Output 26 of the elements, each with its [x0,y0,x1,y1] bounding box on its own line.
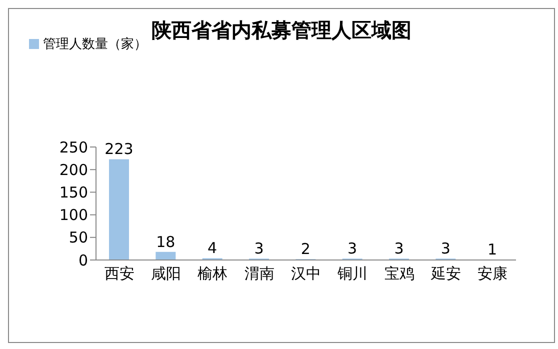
data-label: 3 [348,240,358,258]
x-tick-label: 宝鸡 [384,264,414,283]
data-label: 3 [254,240,264,258]
data-label: 4 [208,239,218,258]
data-label: 2 [300,240,310,258]
x-tick-label: 渭南 [244,264,274,283]
x-tick-label: 延安 [430,264,461,283]
chart-title: 陕西省省内私募管理人区域图 [152,18,412,42]
x-tick-label: 榆林 [198,264,228,283]
y-tick-label: 0 [78,251,88,270]
x-tick-label: 铜川 [336,264,368,283]
data-label: 18 [156,232,176,251]
legend-label: 管理人数量（家） [43,37,147,52]
x-tick-label: 咸阳 [151,264,181,283]
data-label: 3 [440,240,450,258]
x-tick-label: 汉中 [291,264,321,283]
y-tick-label: 200 [59,160,88,179]
y-tick-label: 50 [68,228,88,247]
x-tick-label: 安康 [478,264,508,283]
data-label: 3 [394,240,404,258]
y-tick-label: 250 [59,138,88,156]
y-tick-label: 100 [59,206,88,224]
data-label: 223 [104,140,134,158]
x-tick-label: 西安 [104,264,134,283]
y-tick-label: 150 [59,184,88,202]
data-label: 1 [488,240,498,259]
